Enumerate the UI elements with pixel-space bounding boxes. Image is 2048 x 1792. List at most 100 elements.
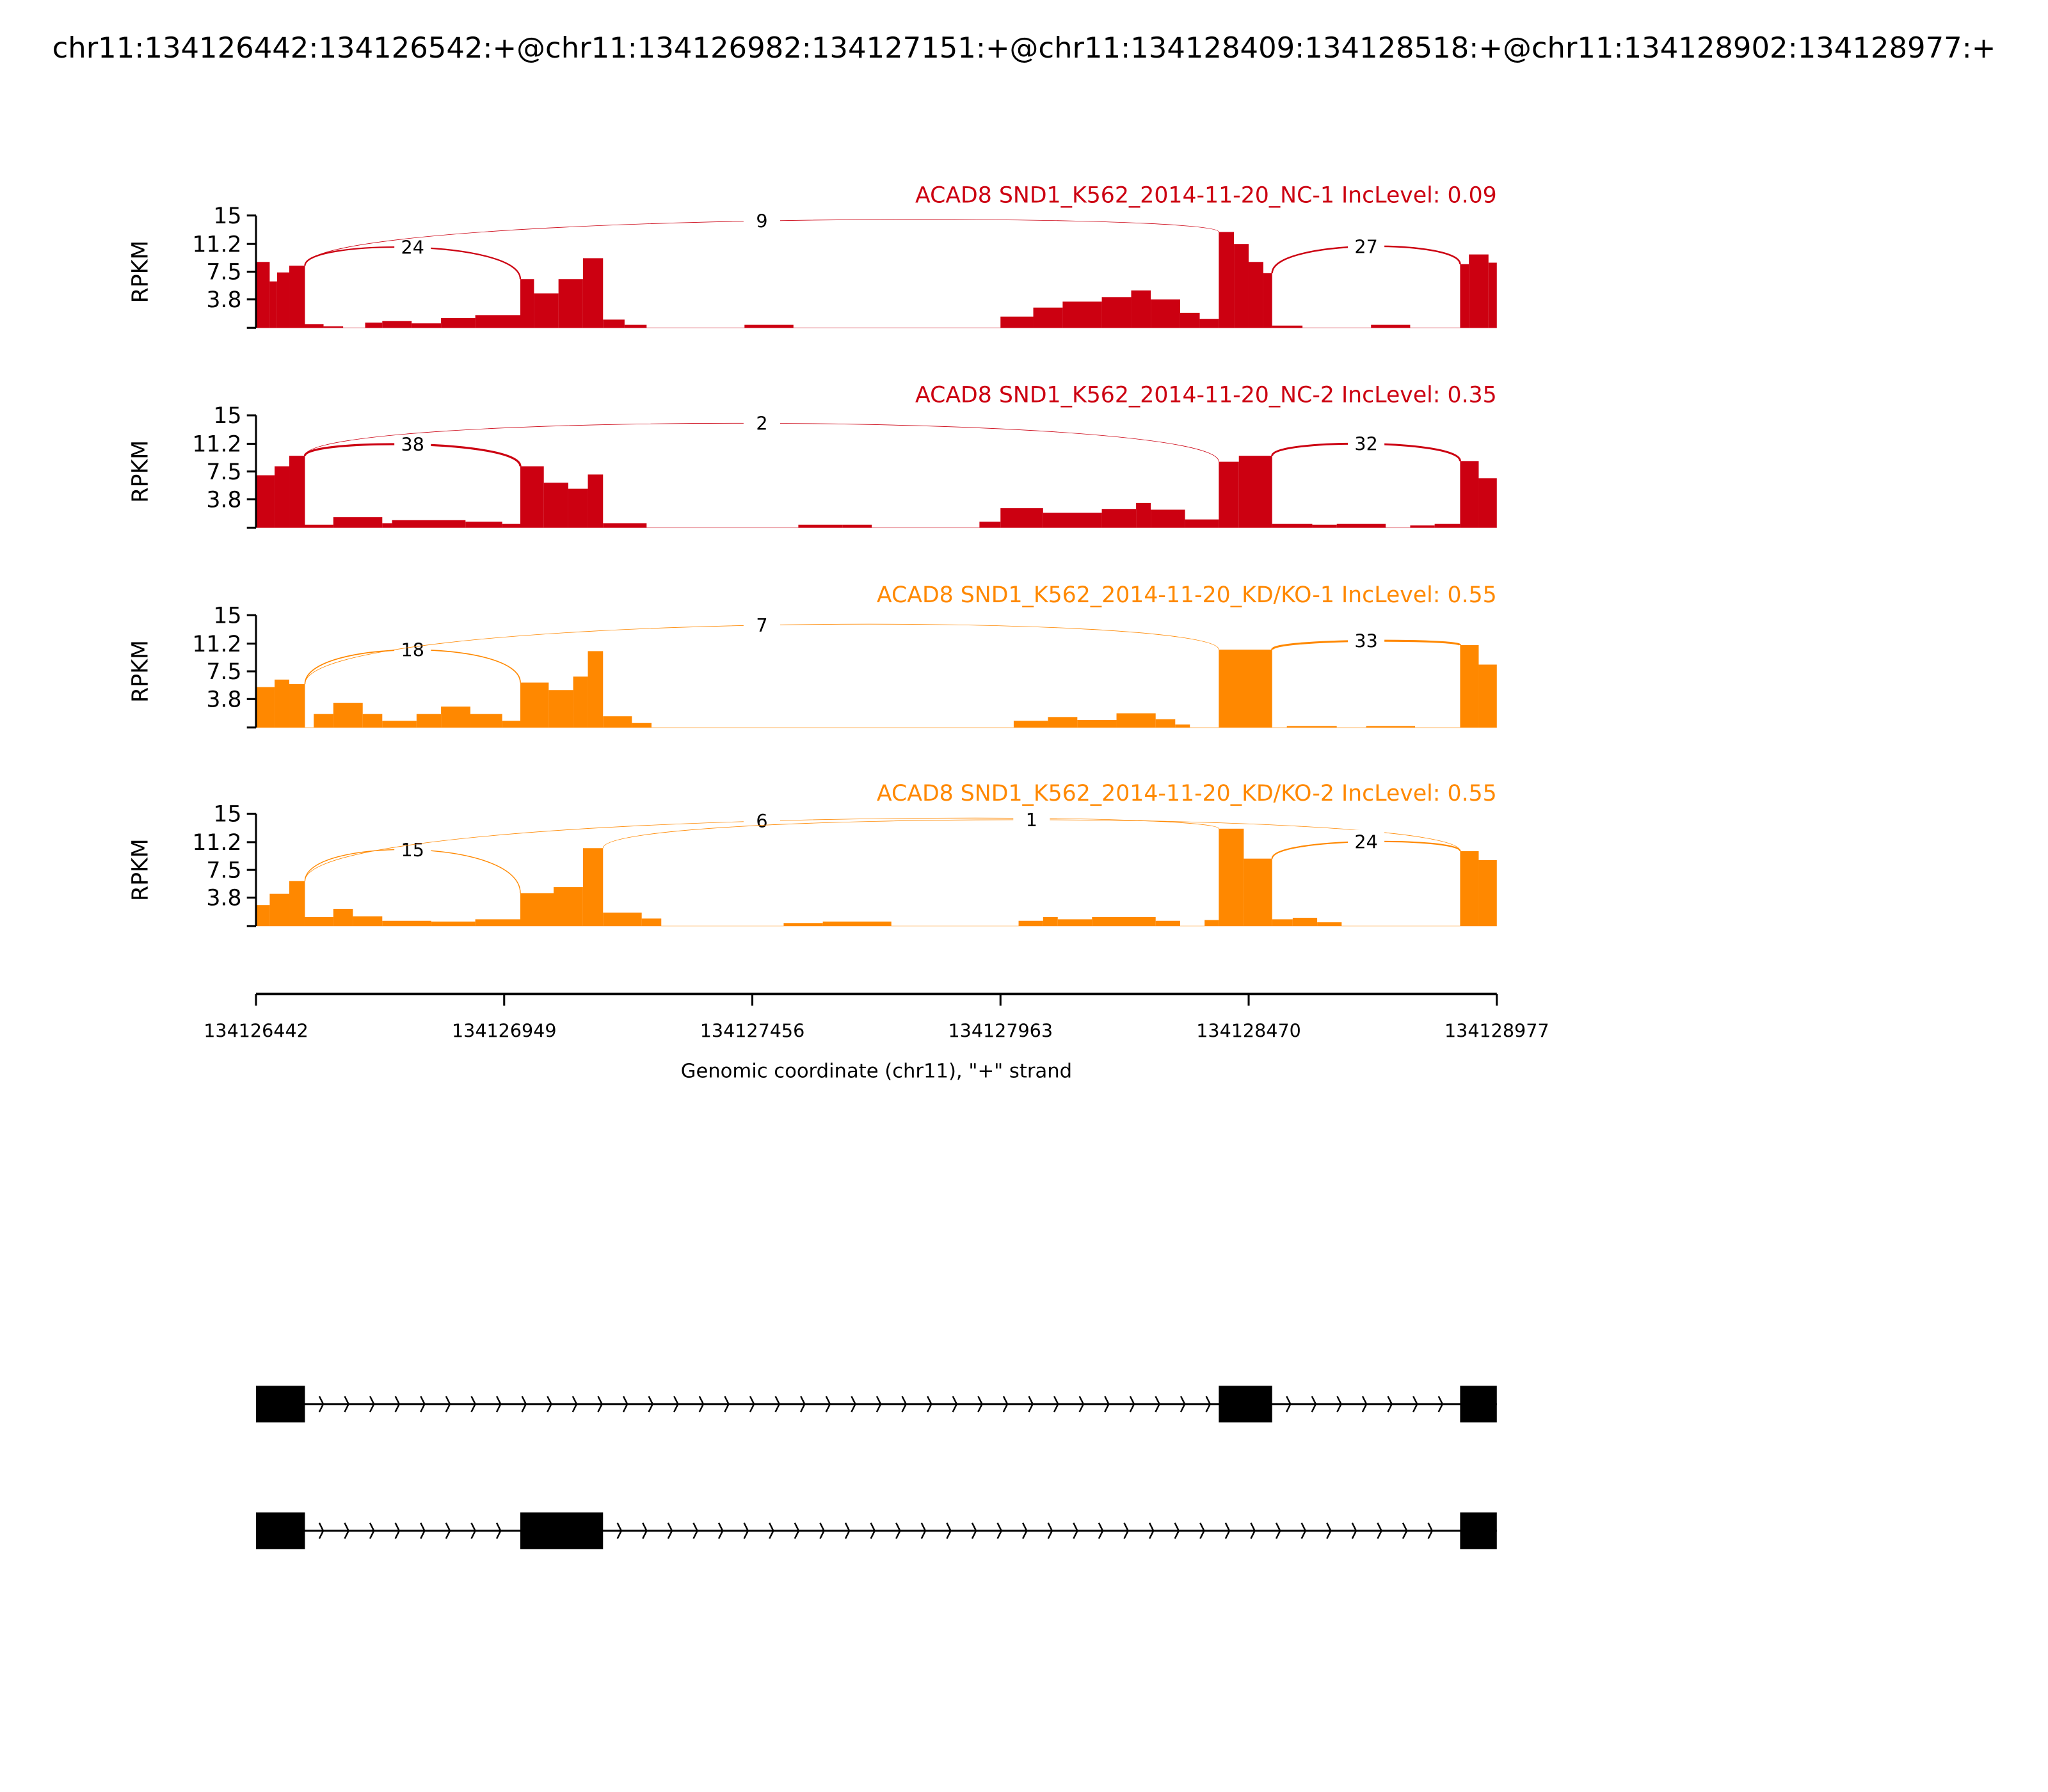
- coverage-bar: [1371, 324, 1411, 328]
- junction-label-bg: [394, 638, 431, 660]
- strand-arrow-icon: [495, 1396, 502, 1412]
- coverage-bar: [783, 923, 823, 926]
- coverage-bar: [641, 918, 662, 926]
- junction-count: 6: [756, 810, 767, 832]
- coverage-bar: [412, 323, 442, 328]
- coverage-bar: [534, 293, 559, 328]
- y-tick-label: 7.5: [206, 659, 241, 685]
- coverage-bar: [1043, 916, 1058, 926]
- junction-label-bg: [743, 809, 780, 832]
- coverage-bar: [1048, 717, 1078, 728]
- coverage-bar: [276, 272, 290, 328]
- y-tick-label: 15: [213, 802, 241, 828]
- coverage-bar: [305, 524, 333, 528]
- strand-arrow-icon: [1286, 1396, 1292, 1412]
- coverage-bar: [502, 524, 520, 528]
- coverage-bar: [842, 524, 872, 528]
- strand-arrow-icon: [1047, 1523, 1053, 1539]
- strand-arrow-icon: [895, 1523, 901, 1539]
- strand-arrow-icon: [851, 1396, 856, 1412]
- coverage-bar: [1478, 478, 1497, 528]
- junction-count: 18: [401, 639, 424, 661]
- coverage-bar: [603, 319, 625, 328]
- y-tick-label: 15: [213, 603, 241, 628]
- coverage-bar: [1062, 301, 1102, 328]
- coverage-bar: [1272, 325, 1303, 328]
- coverage-bar: [333, 909, 353, 926]
- coverage-bar: [1410, 525, 1435, 528]
- junction-label-bg: [743, 209, 780, 232]
- coverage-bar: [588, 651, 604, 728]
- strand-arrow-icon: [769, 1523, 774, 1539]
- exon-block: [256, 1386, 305, 1423]
- junction-label-bg: [1013, 808, 1050, 831]
- strand-arrow-icon: [1098, 1523, 1104, 1539]
- coverage-bar: [1488, 262, 1497, 328]
- strand-arrow-icon: [445, 1523, 451, 1539]
- x-tick-label: 134127963: [948, 1020, 1053, 1041]
- junction-label-bg: [743, 411, 780, 434]
- junction-label-bg: [1348, 829, 1385, 852]
- coverage-bar: [1043, 513, 1102, 528]
- coverage-bar: [558, 279, 583, 328]
- coverage-bar: [289, 266, 305, 328]
- strand-arrow-icon: [673, 1396, 679, 1412]
- strand-arrow-icon: [870, 1523, 876, 1539]
- coverage-bar: [1312, 524, 1337, 528]
- coverage-bar: [582, 848, 604, 926]
- strand-arrow-icon: [1199, 1523, 1205, 1539]
- y-axis-label: RPKM: [128, 241, 154, 303]
- coverage-bar: [382, 721, 417, 728]
- junction-count: 2: [756, 413, 767, 435]
- coverage-bar: [822, 921, 892, 926]
- sample-label: ACAD8 SND1_K562_2014-11-20_KD/KO-1 IncLe…: [877, 582, 1497, 608]
- exon-block: [520, 1512, 604, 1549]
- coverage-bar: [416, 714, 442, 728]
- coverage-bar: [362, 714, 383, 728]
- y-tick-label: 11.2: [192, 830, 241, 856]
- coverage-bar: [289, 456, 305, 528]
- junction-count: 33: [1354, 630, 1377, 652]
- strand-arrow-icon: [318, 1396, 324, 1412]
- coverage-bar: [314, 714, 333, 728]
- coverage-bar: [573, 676, 588, 728]
- strand-arrow-icon: [667, 1523, 673, 1539]
- coverage-bar: [1238, 456, 1272, 528]
- coverage-bar: [475, 919, 520, 926]
- y-tick-label: 15: [213, 204, 241, 229]
- strand-arrow-icon: [724, 1396, 730, 1412]
- strand-arrow-icon: [971, 1523, 977, 1539]
- coverage-bar: [275, 679, 290, 728]
- strand-arrow-icon: [318, 1523, 324, 1539]
- coverage-bar: [1263, 273, 1272, 328]
- x-tick-label: 134128977: [1444, 1020, 1549, 1041]
- coverage-bar: [289, 684, 305, 728]
- sample-panel: 15 11.27.53.8 RPKM ACAD8 SND1_K562_2014-11-…: [128, 582, 1497, 729]
- coverage-bar: [582, 258, 604, 328]
- coverage-bar: [1018, 920, 1043, 926]
- strand-arrow-icon: [1224, 1523, 1231, 1539]
- coverage-bar: [1204, 920, 1219, 926]
- strand-arrow-icon: [420, 1396, 426, 1412]
- coverage-bar: [568, 488, 588, 528]
- coverage-bar: [1057, 919, 1092, 926]
- strand-arrow-icon: [1205, 1396, 1212, 1412]
- junction-count: 15: [401, 839, 424, 861]
- junction-label-bg: [743, 613, 780, 636]
- strand-arrow-icon: [1174, 1523, 1180, 1539]
- coverage-bar: [1336, 524, 1386, 528]
- coverage-bar: [1272, 919, 1293, 926]
- coverage-bar: [1000, 508, 1043, 528]
- junction-count: 9: [756, 210, 767, 232]
- y-tick-label: 7.5: [206, 260, 241, 285]
- coverage-bar: [1244, 858, 1272, 926]
- y-tick-label: 3.8: [206, 886, 241, 911]
- coverage-bar: [520, 279, 534, 328]
- strand-arrow-icon: [1104, 1396, 1110, 1412]
- strand-arrow-icon: [1377, 1523, 1382, 1539]
- strand-arrow-icon: [1022, 1523, 1028, 1539]
- strand-arrow-icon: [692, 1523, 698, 1539]
- coverage-bar: [256, 475, 275, 528]
- coverage-bar: [543, 483, 568, 528]
- coverage-bar: [1219, 232, 1235, 328]
